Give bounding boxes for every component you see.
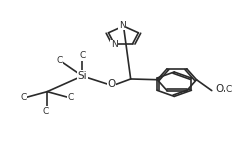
Text: Si: Si <box>77 71 87 81</box>
Text: C: C <box>42 107 48 115</box>
Text: C: C <box>225 85 231 94</box>
Text: N: N <box>111 40 118 49</box>
Text: C: C <box>57 56 63 65</box>
Text: C: C <box>20 93 27 102</box>
Text: O: O <box>107 79 115 89</box>
Text: C: C <box>68 93 74 102</box>
Text: O: O <box>215 84 223 94</box>
Text: C: C <box>79 51 85 60</box>
Text: N: N <box>119 21 126 30</box>
